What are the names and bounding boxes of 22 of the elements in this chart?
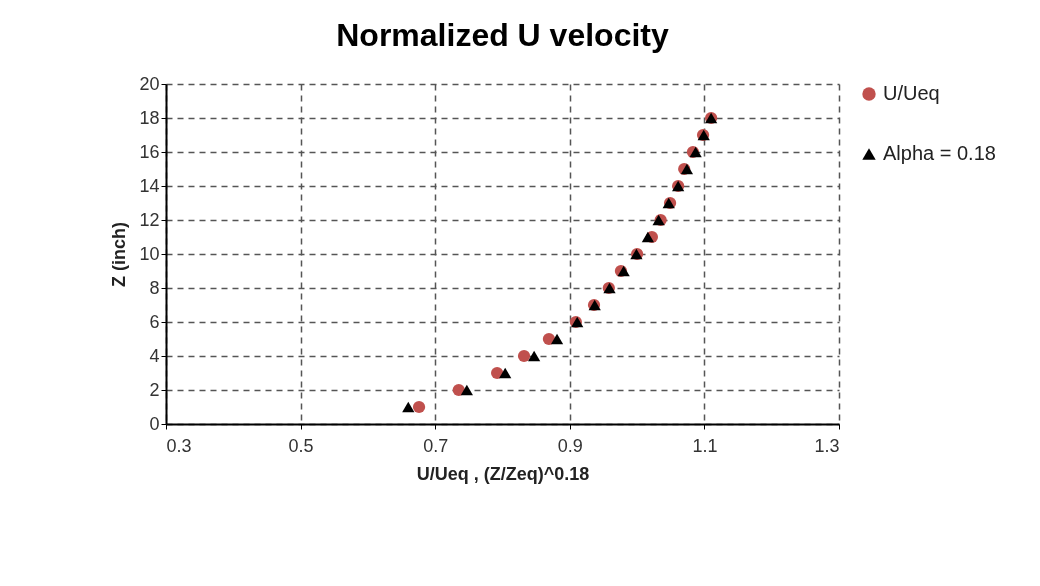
y-tick-label: 16 bbox=[139, 141, 160, 162]
y-tick-label: 6 bbox=[149, 311, 160, 332]
x-axis-title: U/Ueq , (Z/Zeq)^0.18 bbox=[416, 463, 590, 484]
x-tick-label: 0.3 bbox=[166, 435, 192, 456]
y-tick-label: 14 bbox=[139, 175, 160, 196]
y-tick-label: 18 bbox=[139, 107, 160, 128]
x-tick-label: 1.1 bbox=[692, 435, 718, 456]
y-tick-label: 0 bbox=[149, 413, 160, 434]
x-tick-label: 0.7 bbox=[423, 435, 449, 456]
y-tick-label: 8 bbox=[149, 277, 160, 298]
x-tick-label: 0.5 bbox=[288, 435, 314, 456]
y-tick-label: 4 bbox=[149, 345, 160, 366]
y-tick-label: 10 bbox=[139, 243, 160, 264]
x-tick-label: 1.3 bbox=[814, 435, 840, 456]
y-axis-title: Z (inch) bbox=[109, 222, 130, 287]
y-tick-label: 2 bbox=[149, 379, 160, 400]
y-tick-label: 12 bbox=[139, 209, 160, 230]
y-tick-label: 20 bbox=[139, 73, 160, 94]
x-tick-label: 0.9 bbox=[557, 435, 583, 456]
chart-title: Normalized U velocity bbox=[336, 17, 669, 53]
legend-label: Alpha = 0.18 bbox=[883, 142, 996, 164]
legend-label: U/Ueq bbox=[883, 82, 940, 104]
